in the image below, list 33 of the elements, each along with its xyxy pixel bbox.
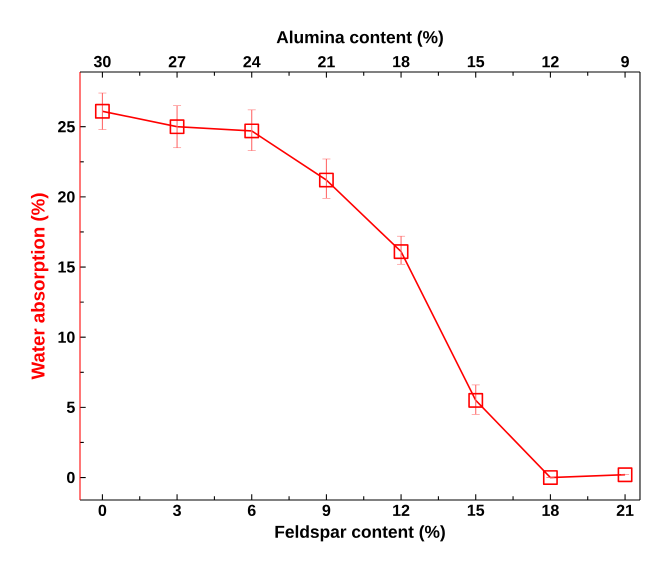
- point: [170, 119, 185, 134]
- point: [542, 470, 558, 485]
- point: [94, 104, 110, 119]
- x-tick-label: 0: [98, 504, 106, 516]
- x-tick-label: 3: [172, 504, 181, 516]
- x-axis-title: Feldspar content (%): [275, 525, 445, 542]
- x2-tick-label: 18: [393, 56, 410, 68]
- x2-tick-label: 9: [621, 56, 629, 68]
- y-tick-label: 20: [58, 191, 75, 203]
- point: [394, 244, 409, 260]
- x2-tick-label: 27: [168, 56, 186, 68]
- x2-tick-label: 12: [542, 56, 559, 68]
- x-tick-label: 18: [542, 504, 559, 516]
- x2-tick-label: 30: [94, 56, 111, 68]
- point: [244, 123, 260, 138]
- x-tick-label: 6: [248, 504, 256, 516]
- y-tick-label: 25: [58, 121, 75, 132]
- x2-tick-label: 15: [468, 56, 484, 68]
- y-axis-title: Water absorption (%): [30, 193, 48, 380]
- y-tick-label: 15: [58, 261, 75, 273]
- x2-axis-title: Alumina content (%): [276, 30, 443, 47]
- x-tick-label: 21: [616, 504, 634, 516]
- x-tick-label: 12: [393, 504, 410, 516]
- point: [318, 172, 334, 188]
- x-tick-label: 9: [322, 504, 330, 516]
- point: [618, 467, 633, 482]
- y-tick-label: 0: [67, 472, 75, 484]
- x2-tick-label: 21: [318, 56, 335, 68]
- y-tick-label: 5: [66, 402, 75, 413]
- x2-tick-label: 24: [243, 56, 261, 68]
- x-tick-label: 15: [468, 504, 484, 516]
- y-tick-label: 10: [58, 332, 75, 343]
- point: [468, 392, 484, 408]
